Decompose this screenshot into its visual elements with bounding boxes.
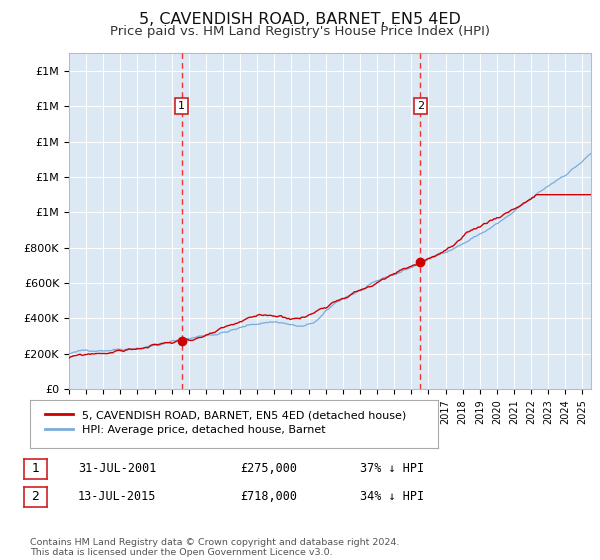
Text: 5, CAVENDISH ROAD, BARNET, EN5 4ED: 5, CAVENDISH ROAD, BARNET, EN5 4ED bbox=[139, 12, 461, 27]
Text: 2: 2 bbox=[31, 490, 40, 503]
Text: 13-JUL-2015: 13-JUL-2015 bbox=[78, 490, 157, 503]
Text: £275,000: £275,000 bbox=[240, 462, 297, 475]
Text: Contains HM Land Registry data © Crown copyright and database right 2024.
This d: Contains HM Land Registry data © Crown c… bbox=[30, 538, 400, 557]
Legend: 5, CAVENDISH ROAD, BARNET, EN5 4ED (detached house), HPI: Average price, detache: 5, CAVENDISH ROAD, BARNET, EN5 4ED (deta… bbox=[41, 407, 409, 438]
Text: 1: 1 bbox=[31, 462, 40, 475]
Text: Price paid vs. HM Land Registry's House Price Index (HPI): Price paid vs. HM Land Registry's House … bbox=[110, 25, 490, 38]
Text: 1: 1 bbox=[178, 101, 185, 111]
Text: £718,000: £718,000 bbox=[240, 490, 297, 503]
Text: 34% ↓ HPI: 34% ↓ HPI bbox=[360, 490, 424, 503]
Text: 37% ↓ HPI: 37% ↓ HPI bbox=[360, 462, 424, 475]
Text: 31-JUL-2001: 31-JUL-2001 bbox=[78, 462, 157, 475]
Text: 2: 2 bbox=[417, 101, 424, 111]
